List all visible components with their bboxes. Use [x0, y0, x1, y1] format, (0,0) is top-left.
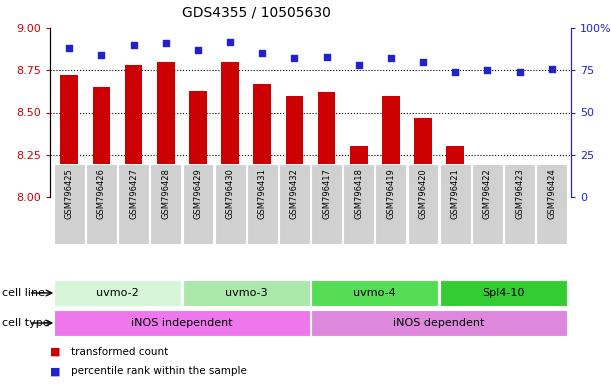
Bar — [189, 91, 207, 197]
Bar — [183, 280, 310, 306]
Bar — [376, 164, 406, 244]
Point — [514, 69, 524, 75]
Text: cell line: cell line — [2, 288, 45, 298]
Text: GSM796417: GSM796417 — [322, 168, 331, 219]
Text: percentile rank within the sample: percentile rank within the sample — [71, 366, 247, 376]
Text: GSM796419: GSM796419 — [386, 168, 395, 219]
Text: ■: ■ — [50, 347, 60, 357]
Point — [193, 47, 203, 53]
Point — [161, 40, 170, 46]
Text: GSM796428: GSM796428 — [161, 168, 170, 219]
Text: cell type: cell type — [2, 318, 49, 328]
Bar — [447, 146, 464, 197]
Point — [225, 38, 235, 45]
Text: GSM796426: GSM796426 — [97, 168, 106, 219]
Text: GSM796427: GSM796427 — [129, 168, 138, 219]
Text: GSM796423: GSM796423 — [515, 168, 524, 219]
Text: Spl4-10: Spl4-10 — [482, 288, 525, 298]
Bar — [54, 164, 85, 244]
Bar — [157, 62, 175, 197]
Point — [129, 42, 139, 48]
Point — [418, 59, 428, 65]
Text: uvmo-4: uvmo-4 — [353, 288, 396, 298]
Text: GSM796430: GSM796430 — [225, 168, 235, 219]
Bar — [440, 280, 567, 306]
Text: GSM796429: GSM796429 — [194, 168, 202, 219]
Text: GSM796425: GSM796425 — [65, 168, 74, 219]
Text: GSM796431: GSM796431 — [258, 168, 267, 219]
Bar — [285, 96, 303, 197]
Bar — [86, 164, 117, 244]
Point — [97, 52, 106, 58]
Text: GSM796418: GSM796418 — [354, 168, 364, 219]
Bar — [93, 87, 111, 197]
Bar — [536, 164, 567, 244]
Bar — [543, 177, 560, 197]
Text: iNOS independent: iNOS independent — [131, 318, 233, 328]
Bar — [279, 164, 310, 244]
Text: ■: ■ — [50, 366, 60, 376]
Bar — [472, 164, 503, 244]
Bar — [254, 84, 271, 197]
Bar — [183, 164, 213, 244]
Bar — [118, 164, 149, 244]
Bar — [150, 164, 181, 244]
Bar — [125, 65, 142, 197]
Bar — [350, 146, 368, 197]
Point — [64, 45, 74, 51]
Bar — [214, 164, 246, 244]
Point — [547, 66, 557, 72]
Bar — [54, 280, 181, 306]
Point — [483, 67, 492, 73]
Bar — [311, 280, 439, 306]
Bar — [318, 92, 335, 197]
Bar — [478, 167, 496, 197]
Text: iNOS dependent: iNOS dependent — [393, 318, 485, 328]
Point — [450, 69, 460, 75]
Text: GSM796424: GSM796424 — [547, 168, 556, 219]
Text: uvmo-2: uvmo-2 — [96, 288, 139, 298]
Bar — [440, 164, 470, 244]
Bar — [60, 75, 78, 197]
Text: GSM796422: GSM796422 — [483, 168, 492, 219]
Bar — [382, 96, 400, 197]
Point — [386, 55, 396, 61]
Point — [322, 54, 332, 60]
Bar — [408, 164, 439, 244]
Bar — [247, 164, 277, 244]
Bar — [221, 62, 239, 197]
Point — [257, 50, 267, 56]
Bar — [54, 310, 310, 336]
Point — [290, 55, 299, 61]
Point — [354, 62, 364, 68]
Bar — [311, 164, 342, 244]
Text: GSM796420: GSM796420 — [419, 168, 428, 219]
Text: GSM796432: GSM796432 — [290, 168, 299, 219]
Bar — [343, 164, 374, 244]
Text: transformed count: transformed count — [71, 347, 169, 357]
Text: uvmo-3: uvmo-3 — [225, 288, 268, 298]
Bar — [511, 175, 529, 197]
Bar — [414, 118, 432, 197]
Text: GDS4355 / 10505630: GDS4355 / 10505630 — [182, 5, 331, 19]
Bar — [504, 164, 535, 244]
Bar — [311, 310, 567, 336]
Text: GSM796421: GSM796421 — [451, 168, 459, 219]
